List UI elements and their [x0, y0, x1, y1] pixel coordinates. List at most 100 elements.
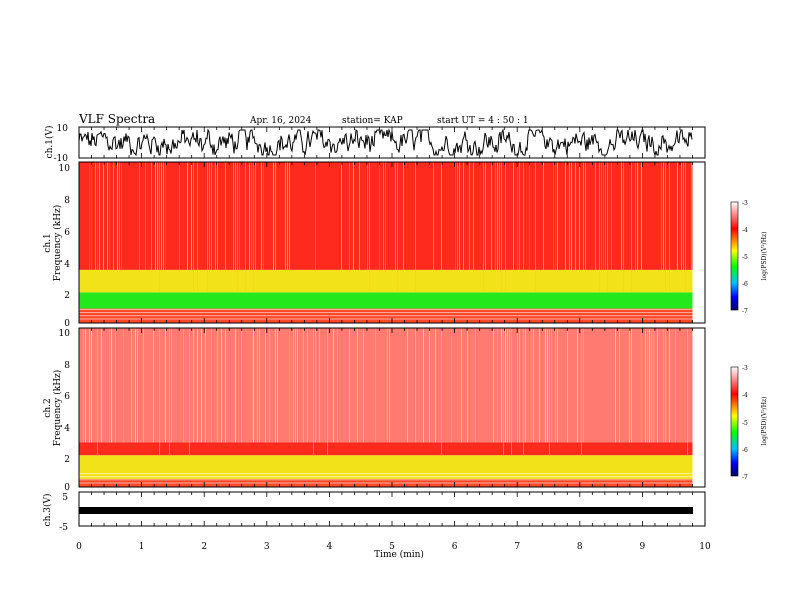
spectrogram-streak — [583, 162, 584, 270]
spectrogram-streak — [529, 162, 530, 270]
spectrogram-streak — [403, 162, 404, 270]
spectrogram-streak — [555, 328, 556, 443]
spectrogram-streak — [159, 328, 160, 456]
ch1-waveform-panel: 10 -10 ch.1(V) — [44, 124, 706, 164]
spectrogram-streak — [265, 328, 266, 443]
spectrogram-streak — [645, 328, 646, 443]
spectrogram-streak — [581, 328, 582, 456]
spectrogram-streak — [569, 162, 570, 270]
spectrogram-streak — [315, 328, 316, 443]
spectrogram-streak — [683, 162, 684, 270]
time-tick-label: 1 — [139, 542, 145, 552]
ch2-ytick-4: 4 — [64, 424, 70, 434]
spectrogram-streak — [89, 162, 90, 270]
spectrogram-streak — [657, 328, 658, 443]
spectrogram-streak — [179, 162, 180, 270]
spectrogram-streak — [387, 328, 388, 443]
spectrogram-streak — [197, 328, 198, 443]
spectrogram-streak — [653, 328, 654, 443]
spectrogram-streak — [119, 162, 120, 270]
spectrogram-streak — [275, 162, 276, 270]
spectrogram-streak — [211, 328, 212, 443]
spectrogram-streak — [249, 162, 250, 270]
spectrogram-streak — [121, 162, 122, 270]
spectrogram-streak — [251, 162, 252, 270]
spectrogram-streak — [385, 162, 386, 270]
spectrogram-streak — [187, 162, 188, 270]
ch2-ytick-2: 2 — [64, 455, 70, 465]
spectrogram-streak — [143, 328, 144, 443]
spectrogram-streak — [601, 162, 602, 270]
spectrogram-streak — [107, 162, 108, 270]
spectrogram-streak — [509, 328, 510, 443]
ch3-waveform-trace — [79, 507, 693, 514]
spectrogram-streak — [505, 328, 506, 443]
spectrogram-streak — [595, 162, 596, 270]
ch2-spectrogram-ticks — [78, 328, 706, 487]
spectrogram-streak — [225, 328, 226, 443]
time-tick-label: 7 — [514, 542, 520, 552]
spectrogram-streak — [259, 328, 260, 443]
spectrogram-streak — [155, 162, 156, 270]
ch1-colorbar-tick-6: -6 — [742, 281, 748, 288]
spectrogram-streak — [285, 162, 286, 270]
spectrogram-streak — [341, 162, 342, 270]
spectrogram-streak — [109, 328, 110, 443]
spectrogram-streak — [523, 328, 524, 456]
ch3-waveform-ticks — [78, 492, 706, 526]
spectrogram-streak — [383, 162, 384, 270]
ch2-colorbar-tick-4: -4 — [742, 392, 748, 399]
spectrogram-streak — [205, 328, 206, 443]
spectrogram-streak — [397, 162, 398, 291]
spectrogram-streak — [289, 162, 290, 270]
spectrogram-streak — [131, 328, 132, 443]
ch3-ytick-bottom: -5 — [59, 523, 68, 533]
spectrogram-streak — [631, 162, 632, 291]
spectrogram-streak — [497, 328, 498, 443]
spectrogram-streak — [215, 162, 216, 270]
station-label: station= KAP — [342, 116, 403, 126]
spectrogram-streak — [327, 328, 328, 456]
ch1-colorbar-tick-5: -5 — [742, 254, 748, 261]
time-tick-label: 10 — [699, 542, 711, 552]
spectrogram-streak — [495, 162, 496, 270]
spectrogram-streak — [663, 328, 664, 443]
ch1-ytick-6: 6 — [64, 228, 70, 238]
ch1-waveform-ticks — [78, 127, 706, 158]
spectrogram-streak — [303, 328, 304, 443]
spectrogram-streak — [485, 162, 486, 270]
spectrogram-streak — [557, 162, 558, 270]
spectrogram-band-red — [79, 162, 693, 270]
spectrogram-streak — [109, 162, 110, 270]
ch1-colorbar-tick-3: -3 — [742, 200, 748, 207]
spectrogram-streak — [517, 162, 518, 270]
spectrogram-streak — [513, 162, 514, 270]
spectrogram-streak — [629, 328, 630, 443]
ch2-ytick-8: 8 — [64, 361, 70, 371]
spectrogram-streak — [319, 328, 320, 443]
spectrogram-streak — [333, 328, 334, 443]
spectrogram-streak — [217, 328, 218, 443]
ch1-ytick-top: 10 — [57, 124, 69, 134]
spectrogram-streak — [549, 328, 550, 456]
spectrogram-streak — [503, 328, 504, 456]
spectrogram-band-yellow — [79, 269, 693, 293]
spectrogram-streak — [505, 162, 506, 291]
spectrogram-streak — [469, 162, 470, 270]
spectrogram-streak — [577, 328, 578, 443]
ch2-colorbar-label: log(PSD)(V²/Hz) — [761, 397, 768, 446]
spectrogram-streak — [145, 162, 146, 270]
spectrogram-streak — [91, 162, 92, 270]
spectrogram-streak — [297, 328, 298, 443]
ch1-ytick-0: 0 — [64, 319, 70, 329]
spectrogram-streak — [253, 328, 254, 443]
spectrogram-streak — [113, 162, 114, 270]
spectrogram-streak — [103, 162, 104, 270]
spectrogram-streak — [641, 162, 642, 270]
spectrogram-streak — [647, 328, 648, 443]
spectrogram-streak — [461, 328, 462, 443]
spectrogram-streak — [153, 328, 154, 443]
spectrogram-streak — [197, 162, 198, 291]
time-tick-label: 9 — [640, 542, 646, 552]
